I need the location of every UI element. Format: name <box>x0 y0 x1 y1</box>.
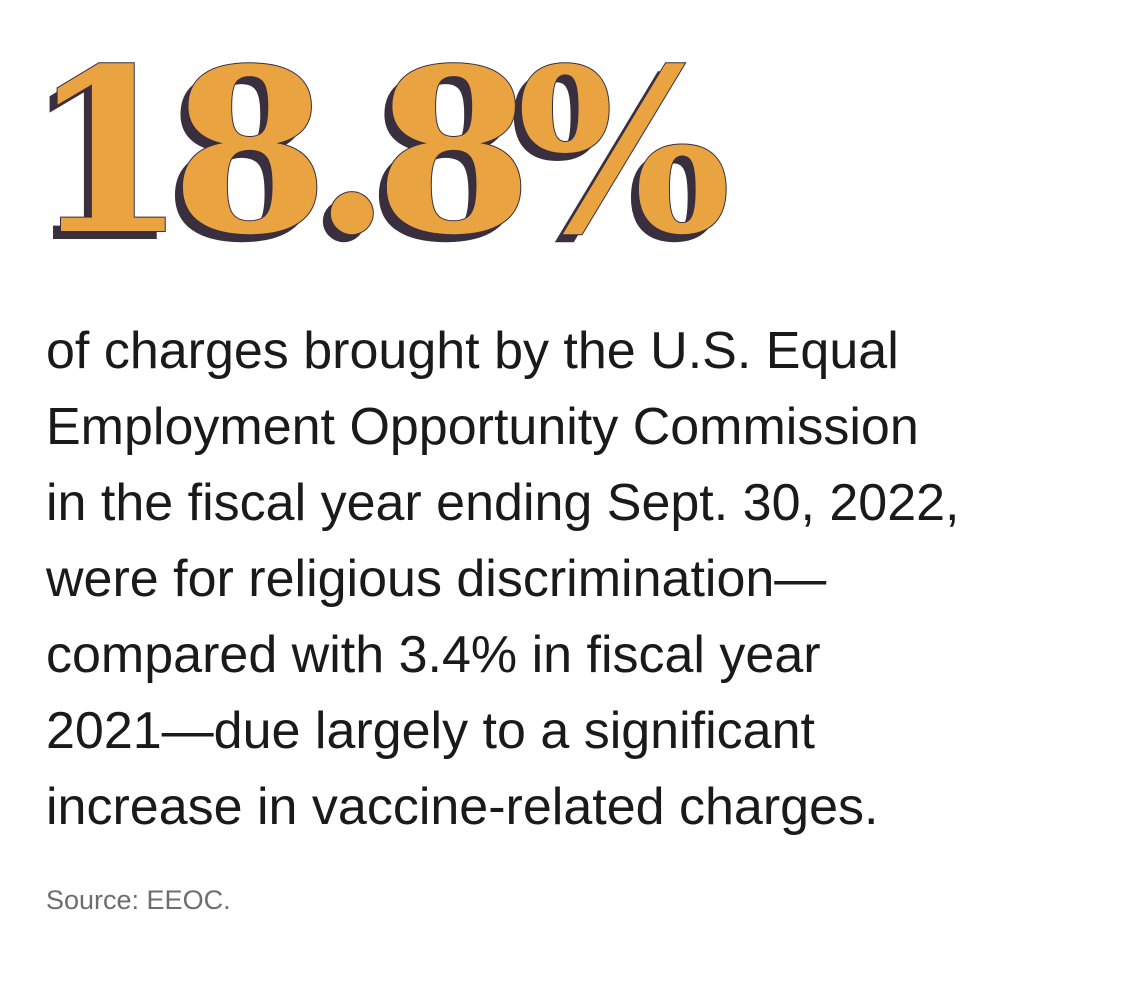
statistic-value: 18.8% <box>29 20 732 285</box>
statistic-shadow: 18.8% <box>22 28 723 293</box>
statistic-headline: 18.8% 18.8% <box>22 20 790 315</box>
source-note: Source: EEOC. <box>46 885 231 915</box>
statistic-description: of charges brought by the U.S. Equal Emp… <box>46 322 960 836</box>
